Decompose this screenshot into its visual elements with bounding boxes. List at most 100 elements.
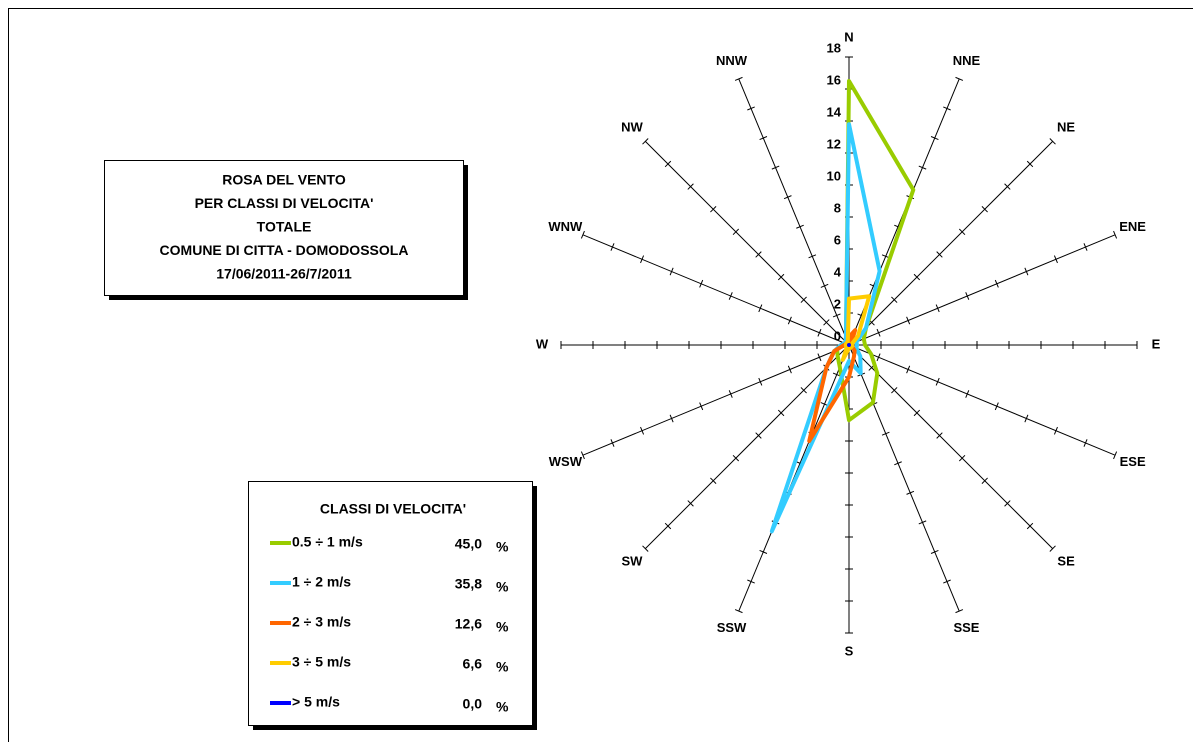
- tick-mark: [759, 549, 768, 554]
- category-label: S: [845, 643, 854, 658]
- legend-value: 35,8: [455, 576, 482, 592]
- tick-mark: [640, 255, 645, 264]
- legend-unit: %: [496, 579, 509, 595]
- tick-mark: [906, 490, 915, 495]
- tick-mark: [580, 230, 585, 239]
- r-tick-label: 0: [834, 328, 841, 343]
- category-label: N: [844, 29, 853, 44]
- tick-mark: [1004, 183, 1011, 190]
- tick-mark: [732, 228, 740, 236]
- category-label: WSW: [549, 454, 583, 469]
- tick-mark: [699, 279, 704, 288]
- tick-mark: [642, 545, 649, 552]
- tick-mark: [800, 387, 807, 394]
- tick-mark: [1049, 138, 1056, 145]
- tick-mark: [747, 106, 755, 111]
- category-label: SSW: [717, 620, 747, 635]
- tick-mark: [955, 609, 964, 614]
- axis-line: [848, 344, 1116, 456]
- chart-title: 17/06/2011-26/7/2011: [216, 266, 352, 282]
- category-label: ESE: [1120, 454, 1146, 469]
- tick-mark: [935, 377, 940, 386]
- chart-title: PER CLASSI DI VELOCITA': [195, 195, 374, 211]
- title-box: [104, 160, 464, 296]
- legend-value: 45,0: [455, 536, 482, 552]
- axis-line: [848, 344, 960, 612]
- tick-mark: [930, 136, 939, 141]
- category-label: SE: [1057, 554, 1075, 569]
- axis-line: [848, 344, 1054, 550]
- tick-mark: [759, 136, 768, 141]
- category-label: E: [1152, 336, 1161, 351]
- legend-unit: %: [496, 539, 509, 555]
- tick-mark: [796, 224, 804, 229]
- tick-mark: [913, 273, 921, 281]
- tick-mark: [728, 292, 733, 300]
- tick-mark: [823, 319, 830, 326]
- r-tick-label: 2: [834, 296, 841, 311]
- tick-mark: [640, 426, 645, 435]
- legend-unit: %: [496, 699, 509, 715]
- tick-mark: [610, 439, 615, 447]
- legend-title: CLASSI DI VELOCITA': [320, 501, 466, 517]
- tick-mark: [777, 409, 785, 417]
- tick-mark: [728, 390, 733, 398]
- legend-unit: %: [496, 659, 509, 675]
- tick-mark: [669, 267, 674, 276]
- tick-mark: [943, 106, 951, 111]
- tick-mark: [664, 160, 672, 168]
- legend-label: > 5 m/s: [292, 694, 340, 710]
- frame: [8, 8, 1193, 742]
- tick-mark: [918, 520, 927, 525]
- tick-mark: [687, 500, 694, 507]
- r-tick-label: 4: [834, 264, 842, 279]
- tick-mark: [1113, 230, 1118, 239]
- legend-label: 1 ÷ 2 m/s: [292, 574, 351, 590]
- tick-mark: [906, 316, 911, 325]
- tick-mark: [876, 328, 881, 337]
- tick-mark: [1024, 267, 1029, 276]
- legend-label: 3 ÷ 5 m/s: [292, 654, 351, 670]
- tick-mark: [1049, 545, 1056, 552]
- category-label: WNW: [548, 219, 583, 234]
- tick-mark: [771, 165, 780, 170]
- tick-mark: [783, 195, 792, 200]
- category-label: ENE: [1119, 219, 1146, 234]
- chart-title: TOTALE: [257, 219, 312, 235]
- tick-mark: [1026, 522, 1034, 530]
- tick-mark: [755, 251, 762, 258]
- tick-mark: [958, 454, 966, 462]
- series-line: [769, 122, 882, 534]
- tick-mark: [710, 477, 717, 484]
- legend-box: [248, 481, 533, 726]
- legend-label: 2 ÷ 3 m/s: [292, 614, 351, 630]
- tick-mark: [808, 254, 817, 259]
- legend-value: 12,6: [455, 616, 482, 632]
- r-tick-label: 10: [827, 168, 841, 183]
- tick-mark: [936, 251, 943, 258]
- tick-mark: [965, 390, 970, 398]
- tick-mark: [1083, 243, 1088, 251]
- tick-mark: [930, 549, 939, 554]
- tick-mark: [817, 353, 822, 362]
- category-label: NW: [621, 119, 643, 134]
- tick-mark: [891, 296, 898, 303]
- r-tick-label: 16: [827, 72, 841, 87]
- tick-mark: [981, 477, 988, 484]
- r-tick-label: 6: [834, 232, 841, 247]
- tick-mark: [710, 206, 717, 213]
- r-tick-label: 14: [827, 104, 842, 119]
- tick-mark: [787, 316, 792, 325]
- tick-mark: [832, 372, 841, 377]
- category-label: NNE: [953, 53, 981, 68]
- tick-mark: [687, 183, 694, 190]
- axis-line: [848, 140, 1054, 346]
- r-tick-label: 8: [834, 200, 841, 215]
- r-tick-label: 12: [827, 136, 841, 151]
- legend-unit: %: [496, 619, 509, 635]
- tick-mark: [787, 365, 792, 374]
- tick-mark: [755, 432, 762, 439]
- tick-mark: [894, 461, 902, 466]
